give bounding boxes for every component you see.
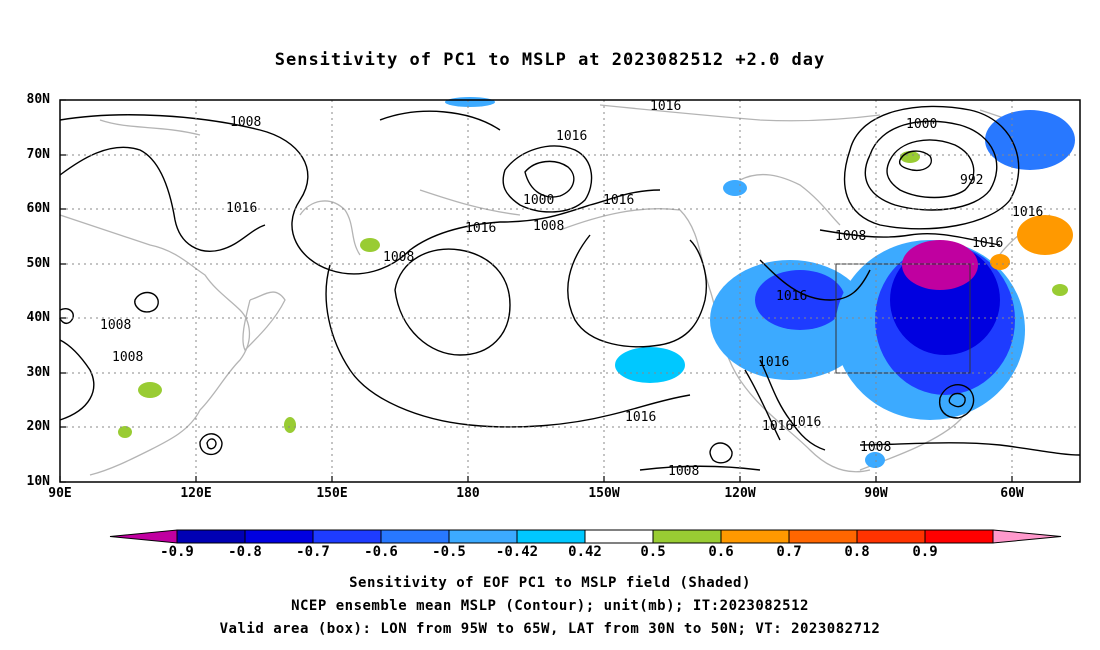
colorbar-swatch xyxy=(312,529,382,544)
colorbar-swatch xyxy=(380,529,450,544)
contour-label: 1016 xyxy=(556,129,587,144)
lat-label: 40N xyxy=(26,310,50,325)
contour-label: 1000 xyxy=(906,117,937,132)
colorbar-label: -0.5 xyxy=(432,544,466,560)
contour-label: 1016 xyxy=(776,289,807,304)
lat-label: 30N xyxy=(26,365,50,380)
colorbar-swatch xyxy=(856,529,926,544)
lat-label: 80N xyxy=(26,92,50,107)
lon-label: 60W xyxy=(1000,486,1024,501)
contour-label: 1016 xyxy=(650,99,681,114)
chart-title: Sensitivity of PC1 to MSLP at 2023082512… xyxy=(274,50,826,70)
lon-label: 150W xyxy=(588,486,620,501)
colorbar-swatch xyxy=(720,529,790,544)
lat-label: 60N xyxy=(26,201,50,216)
contour-labels: 1008 1016 1008 1016 1008 1008 1000 1008 … xyxy=(100,99,1043,479)
contour-label: 1008 xyxy=(860,440,891,455)
axis-ticks xyxy=(59,99,1013,483)
contour-label: 1016 xyxy=(790,415,821,430)
contour-label: 1008 xyxy=(533,219,564,234)
colorbar-label: -0.42 xyxy=(495,544,539,560)
lon-label: 90E xyxy=(48,486,72,501)
contour-label: 1008 xyxy=(835,229,866,244)
colorbar-triangle-right xyxy=(992,529,1062,544)
colorbar-label: 0.8 xyxy=(844,544,870,560)
colorbar-swatch xyxy=(788,529,858,544)
lon-label: 180 xyxy=(456,486,480,501)
colorbar xyxy=(109,529,1062,544)
colorbar-label: 0.7 xyxy=(776,544,802,560)
contour-label: 1016 xyxy=(625,410,656,425)
map-frame xyxy=(59,99,1081,483)
colorbar-swatch xyxy=(652,529,722,544)
caption-line-3: Valid area (box): LON from 95W to 65W, L… xyxy=(219,621,881,637)
colorbar-label: 0.5 xyxy=(640,544,666,560)
colorbar-label: 0.42 xyxy=(568,544,602,560)
colorbar-swatch xyxy=(244,529,314,544)
lon-label: 120E xyxy=(180,486,212,501)
lon-label: 150E xyxy=(316,486,348,501)
contour-label: 1016 xyxy=(226,201,257,216)
colorbar-label: -0.6 xyxy=(364,544,398,560)
contour-label: 1008 xyxy=(112,350,143,365)
contour-label: 1016 xyxy=(1012,205,1043,220)
lon-label: 120W xyxy=(724,486,756,501)
colorbar-swatch xyxy=(924,529,994,544)
map-gridlines xyxy=(60,100,1080,482)
colorbar-label: -0.7 xyxy=(296,544,330,560)
mslp-contours xyxy=(59,105,1081,471)
colorbar-triangle-left xyxy=(109,529,178,544)
colorbar-label: -0.8 xyxy=(228,544,262,560)
contour-label: 1000 xyxy=(523,193,554,208)
colorbar-swatch xyxy=(584,529,654,544)
caption-line-2: NCEP ensemble mean MSLP (Contour); unit(… xyxy=(291,598,809,614)
lat-label: 20N xyxy=(26,419,50,434)
colorbar-swatch xyxy=(516,529,586,544)
contour-label: 1016 xyxy=(603,193,634,208)
caption-line-1: Sensitivity of EOF PC1 to MSLP field (Sh… xyxy=(349,575,751,591)
lon-label: 90W xyxy=(864,486,888,501)
contour-label: 992 xyxy=(960,173,983,188)
contour-label: 1016 xyxy=(762,419,793,434)
contour-label: 1016 xyxy=(758,355,789,370)
colorbar-label: 0.6 xyxy=(708,544,734,560)
contour-label: 1016 xyxy=(972,236,1003,251)
contour-label: 1016 xyxy=(465,221,496,236)
colorbar-swatch xyxy=(448,529,518,544)
lat-label: 50N xyxy=(26,256,50,271)
colorbar-label: -0.9 xyxy=(160,544,194,560)
contour-label: 1008 xyxy=(383,250,414,265)
colorbar-swatch xyxy=(176,529,246,544)
contour-label: 1008 xyxy=(100,318,131,333)
sensitivity-shading xyxy=(118,97,1075,468)
lat-label: 10N xyxy=(26,474,50,489)
contour-label: 1008 xyxy=(668,464,699,479)
contour-label: 1008 xyxy=(230,115,261,130)
colorbar-label: 0.9 xyxy=(912,544,938,560)
lat-label: 70N xyxy=(26,147,50,162)
